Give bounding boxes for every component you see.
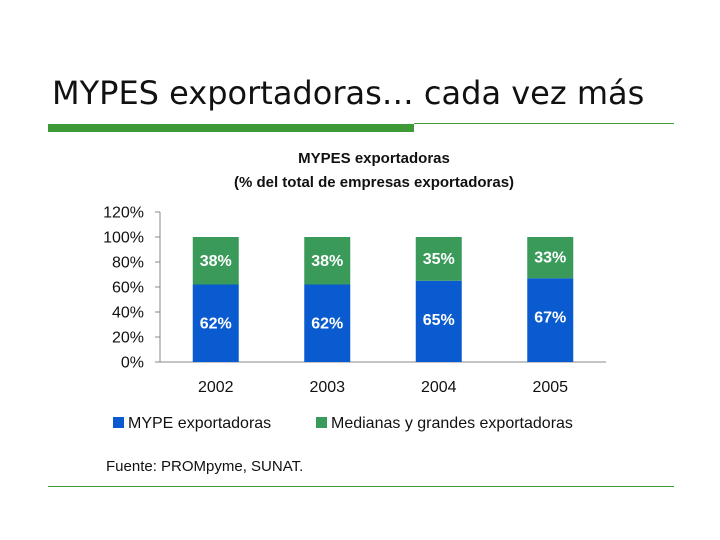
bar-segment-medianas-2003 — [304, 237, 351, 285]
bar-segment-medianas-2005 — [527, 237, 574, 279]
data-label: 65% — [423, 312, 455, 329]
bar-segment-mype-2004 — [415, 280, 462, 362]
y-tick-label: 20% — [112, 330, 144, 347]
slide-title: MYPES exportadoras… cada vez más — [52, 74, 645, 112]
bar-segment-medianas-2004 — [415, 237, 462, 281]
bar-segment-mype-2002 — [192, 284, 239, 362]
bar-segment-mype-2003 — [304, 284, 351, 362]
data-label: 38% — [311, 253, 343, 270]
y-tick-label: 40% — [112, 305, 144, 322]
title-underline-thick — [48, 124, 414, 132]
bar-segment-mype-2005 — [527, 278, 574, 362]
x-tick-label: 2003 — [309, 379, 345, 396]
y-tick-label: 120% — [103, 205, 144, 222]
source-note: Fuente: PROMpyme, SUNAT. — [106, 458, 304, 475]
data-label: 62% — [200, 316, 232, 333]
legend-item-mype: MYPE exportadoras — [113, 415, 271, 432]
data-label: 33% — [534, 250, 566, 267]
x-tick-label: 2004 — [421, 379, 457, 396]
data-label: 35% — [423, 251, 455, 268]
legend-label: MYPE exportadoras — [128, 415, 271, 432]
y-tick-label: 0% — [121, 355, 144, 372]
bar-segment-medianas-2002 — [192, 237, 239, 285]
data-label: 67% — [534, 309, 566, 326]
legend: MYPE exportadoras Medianas y grandes expo… — [113, 415, 573, 432]
title-underline-thin — [414, 123, 674, 124]
bars: 62% 38% 62% 38% 65% 35% 67% 33% — [192, 237, 574, 362]
data-label: 38% — [200, 253, 232, 270]
legend-label: Medianas y grandes exportadoras — [331, 415, 573, 432]
legend-item-medianas: Medianas y grandes exportadoras — [316, 415, 573, 432]
footer-rule — [48, 486, 674, 487]
chart-title: MYPES exportadoras — [298, 150, 450, 167]
legend-swatch — [316, 417, 327, 428]
y-tick-label: 60% — [112, 280, 144, 297]
chart-subtitle: (% del total de empresas exportadoras) — [234, 174, 514, 191]
data-label: 62% — [311, 316, 343, 333]
x-tick-label: 2002 — [198, 379, 234, 396]
legend-swatch — [113, 417, 124, 428]
y-tick-label: 100% — [103, 230, 144, 247]
x-tick-label: 2005 — [532, 379, 568, 396]
x-axis: 2002 2003 2004 2005 — [160, 361, 606, 396]
y-tick-label: 80% — [112, 255, 144, 272]
y-axis: 0% 20% 40% 60% 80% 100% 120% — [103, 205, 161, 372]
